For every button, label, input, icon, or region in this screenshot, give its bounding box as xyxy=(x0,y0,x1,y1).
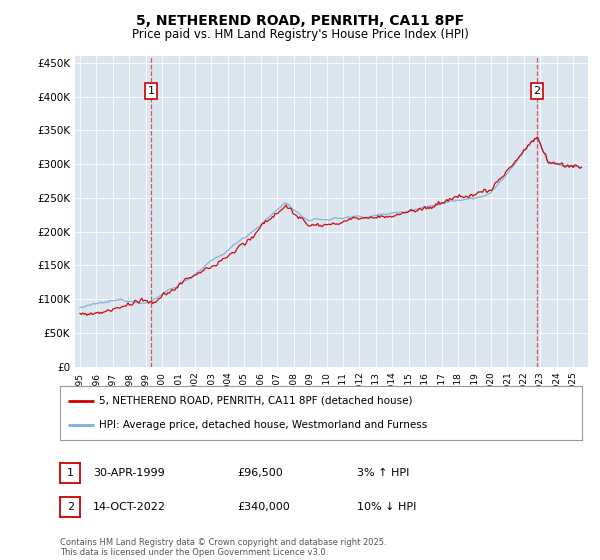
Text: 2: 2 xyxy=(533,86,541,96)
Text: 3% ↑ HPI: 3% ↑ HPI xyxy=(357,468,409,478)
Text: 1: 1 xyxy=(148,86,155,96)
Text: 2: 2 xyxy=(67,502,74,512)
Text: 5, NETHEREND ROAD, PENRITH, CA11 8PF: 5, NETHEREND ROAD, PENRITH, CA11 8PF xyxy=(136,14,464,28)
Text: 30-APR-1999: 30-APR-1999 xyxy=(93,468,165,478)
Text: 14-OCT-2022: 14-OCT-2022 xyxy=(93,502,166,512)
Text: £96,500: £96,500 xyxy=(237,468,283,478)
Text: 1: 1 xyxy=(67,468,74,478)
Text: Contains HM Land Registry data © Crown copyright and database right 2025.
This d: Contains HM Land Registry data © Crown c… xyxy=(60,538,386,557)
Text: HPI: Average price, detached house, Westmorland and Furness: HPI: Average price, detached house, West… xyxy=(99,420,427,430)
Text: 5, NETHEREND ROAD, PENRITH, CA11 8PF (detached house): 5, NETHEREND ROAD, PENRITH, CA11 8PF (de… xyxy=(99,396,413,406)
Text: 10% ↓ HPI: 10% ↓ HPI xyxy=(357,502,416,512)
Text: Price paid vs. HM Land Registry's House Price Index (HPI): Price paid vs. HM Land Registry's House … xyxy=(131,28,469,41)
Text: £340,000: £340,000 xyxy=(237,502,290,512)
